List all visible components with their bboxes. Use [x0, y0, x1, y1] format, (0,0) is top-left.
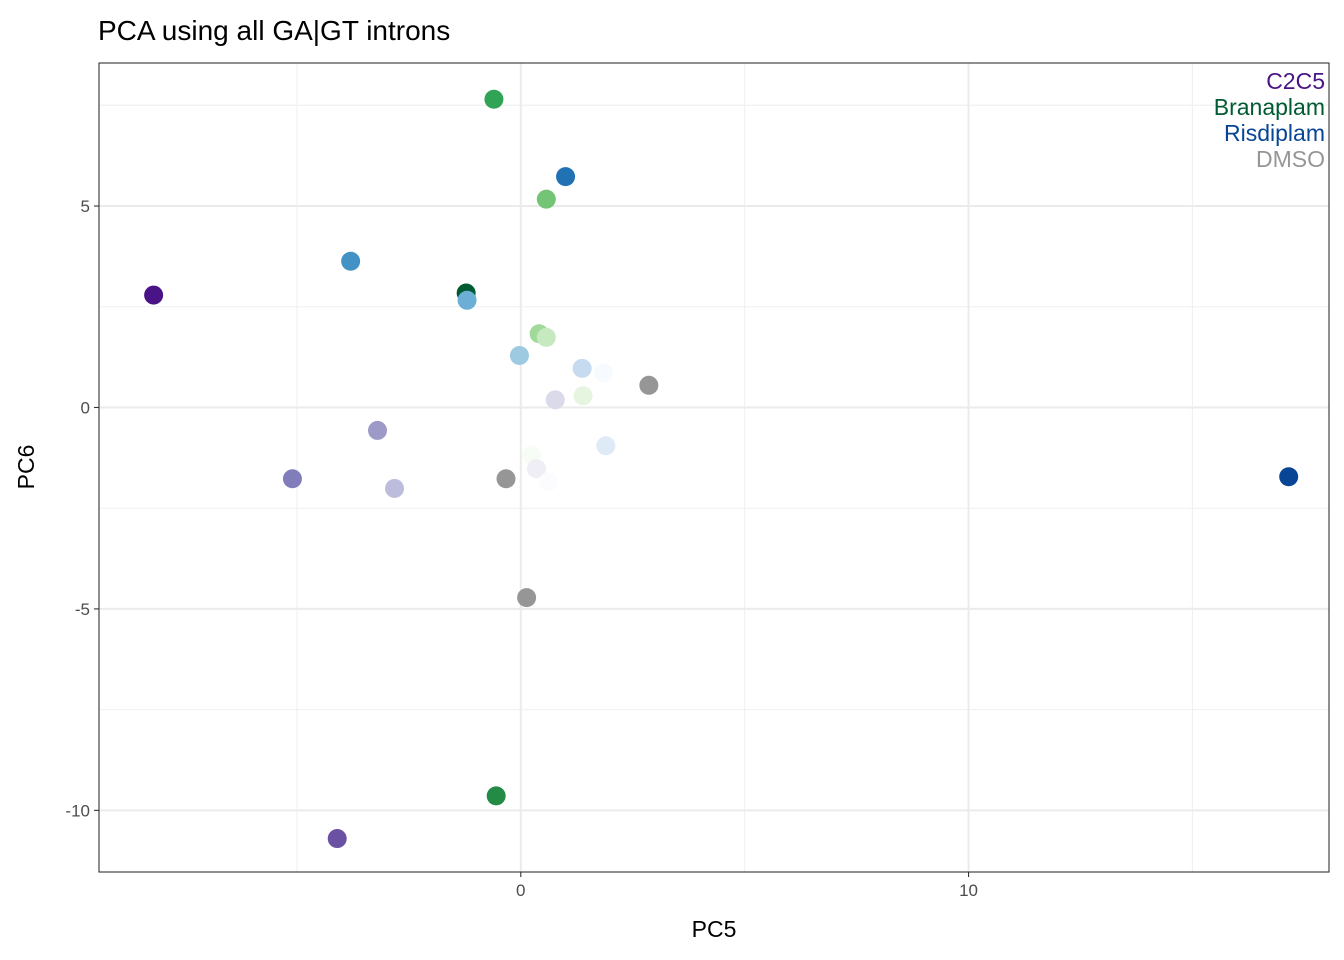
legend-label: Branaplam	[1214, 94, 1325, 120]
legend-label: C2C5	[1266, 68, 1325, 94]
data-point	[594, 363, 614, 383]
data-point	[327, 829, 347, 849]
data-point	[573, 386, 593, 406]
data-point	[639, 375, 659, 395]
grid-minor	[99, 63, 1329, 872]
chart-title: PCA using all GA|GT introns	[98, 15, 450, 46]
data-point	[496, 469, 516, 489]
data-point	[484, 89, 504, 109]
data-point	[368, 420, 388, 440]
plot-panel	[99, 63, 1329, 872]
x-tick-label: 10	[959, 881, 978, 900]
data-point	[536, 327, 556, 347]
data-point	[536, 189, 556, 209]
y-tick-label: -10	[65, 801, 90, 820]
data-point	[572, 358, 592, 378]
data-point	[509, 345, 529, 365]
data-points	[144, 89, 1299, 849]
y-tick-label: -5	[75, 600, 90, 619]
y-axis-title: PC6	[13, 445, 39, 490]
legend-label: DMSO	[1256, 146, 1325, 172]
y-axis: -10 -5 0 5	[65, 197, 99, 820]
y-tick-label: 5	[81, 197, 90, 216]
x-axis: 0 10	[516, 872, 978, 900]
x-axis-title: PC5	[692, 916, 737, 942]
legend-label: Risdiplam	[1224, 120, 1325, 146]
data-point	[539, 472, 559, 492]
data-point	[545, 390, 565, 410]
data-point	[457, 290, 477, 310]
x-tick-label: 0	[516, 881, 525, 900]
data-point	[341, 251, 361, 271]
data-point	[1279, 467, 1299, 487]
data-point	[526, 459, 546, 479]
data-point	[517, 588, 537, 608]
data-point	[282, 469, 302, 489]
grid-major	[99, 63, 1329, 872]
data-point	[556, 167, 576, 187]
data-point	[596, 436, 616, 456]
data-point	[486, 786, 506, 806]
y-tick-label: 0	[81, 398, 90, 417]
plot-border	[98, 62, 1330, 873]
data-point	[144, 285, 164, 305]
data-point	[385, 478, 405, 498]
